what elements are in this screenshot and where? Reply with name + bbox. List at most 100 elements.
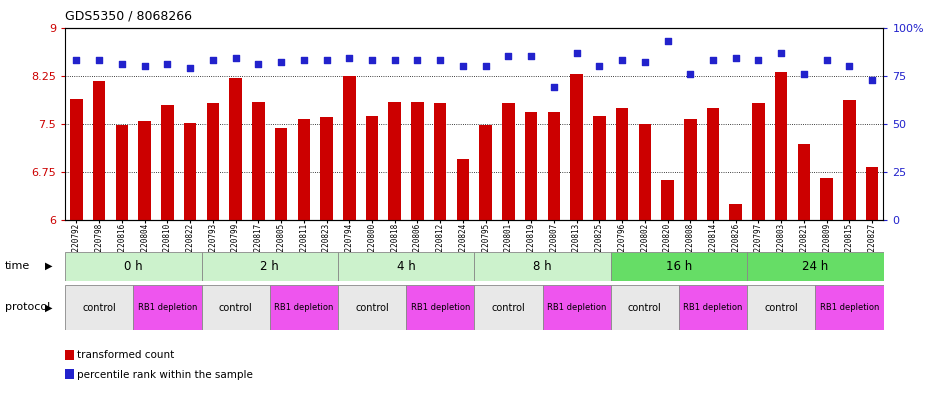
- Point: [228, 55, 243, 61]
- Point: [206, 57, 220, 63]
- Bar: [139, 121, 151, 220]
- Point: [660, 38, 675, 44]
- Text: control: control: [492, 303, 525, 312]
- Point: [637, 59, 652, 65]
- Point: [728, 55, 743, 61]
- Bar: [820, 178, 833, 220]
- Bar: [65, 285, 133, 330]
- Bar: [343, 76, 355, 220]
- Point: [114, 61, 129, 67]
- Text: RB1 depletion: RB1 depletion: [547, 303, 606, 312]
- Text: control: control: [219, 303, 252, 312]
- Point: [365, 57, 379, 63]
- Text: protocol: protocol: [5, 302, 50, 312]
- Bar: [115, 125, 128, 220]
- Bar: [479, 125, 492, 220]
- Text: GDS5350 / 8068266: GDS5350 / 8068266: [65, 10, 193, 23]
- Text: ▶: ▶: [45, 261, 52, 271]
- Point: [774, 50, 789, 56]
- Point: [432, 57, 447, 63]
- Bar: [844, 100, 856, 220]
- Point: [69, 57, 84, 63]
- Bar: [320, 118, 333, 220]
- Text: 24 h: 24 h: [803, 260, 829, 273]
- Bar: [611, 252, 747, 281]
- Point: [819, 57, 834, 63]
- Text: RB1 depletion: RB1 depletion: [138, 303, 197, 312]
- Bar: [93, 81, 105, 220]
- Bar: [752, 103, 764, 220]
- Bar: [206, 103, 219, 220]
- Point: [478, 63, 493, 69]
- Point: [138, 63, 153, 69]
- Bar: [365, 116, 379, 220]
- Bar: [729, 204, 742, 220]
- Bar: [474, 252, 611, 281]
- Bar: [389, 102, 401, 220]
- Bar: [593, 116, 605, 220]
- Bar: [434, 103, 446, 220]
- Bar: [252, 102, 264, 220]
- Point: [182, 65, 197, 71]
- Text: 0 h: 0 h: [124, 260, 142, 273]
- Point: [410, 57, 425, 63]
- Text: control: control: [355, 303, 389, 312]
- Bar: [274, 128, 287, 220]
- Bar: [816, 285, 884, 330]
- Bar: [502, 103, 514, 220]
- Bar: [65, 252, 202, 281]
- Bar: [270, 285, 338, 330]
- Text: time: time: [5, 261, 30, 271]
- Bar: [679, 285, 747, 330]
- Text: ▶: ▶: [45, 302, 52, 312]
- Point: [865, 76, 880, 83]
- Point: [456, 63, 471, 69]
- Text: RB1 depletion: RB1 depletion: [274, 303, 334, 312]
- Bar: [338, 285, 406, 330]
- Bar: [866, 167, 878, 220]
- Text: RB1 depletion: RB1 depletion: [819, 303, 879, 312]
- Point: [319, 57, 334, 63]
- Bar: [639, 124, 651, 220]
- Point: [251, 61, 266, 67]
- Bar: [202, 285, 270, 330]
- Bar: [457, 159, 469, 220]
- Point: [547, 84, 562, 90]
- Bar: [798, 144, 810, 220]
- Point: [751, 57, 766, 63]
- Bar: [184, 123, 196, 220]
- Point: [297, 57, 312, 63]
- Bar: [298, 119, 310, 220]
- Point: [683, 71, 698, 77]
- Bar: [548, 112, 560, 220]
- Point: [342, 55, 357, 61]
- Bar: [474, 285, 542, 330]
- Text: control: control: [628, 303, 661, 312]
- Point: [524, 53, 538, 59]
- Bar: [338, 252, 474, 281]
- Text: 2 h: 2 h: [260, 260, 279, 273]
- Bar: [525, 112, 538, 220]
- Bar: [707, 108, 719, 220]
- Text: transformed count: transformed count: [77, 350, 175, 360]
- Point: [501, 53, 516, 59]
- Bar: [747, 285, 816, 330]
- Point: [591, 63, 606, 69]
- Bar: [161, 105, 174, 220]
- Text: control: control: [764, 303, 798, 312]
- Point: [92, 57, 107, 63]
- Bar: [202, 252, 338, 281]
- Text: percentile rank within the sample: percentile rank within the sample: [77, 369, 253, 380]
- Point: [706, 57, 721, 63]
- Bar: [616, 108, 629, 220]
- Point: [796, 71, 811, 77]
- Bar: [570, 74, 583, 220]
- Bar: [411, 102, 424, 220]
- Bar: [661, 180, 673, 220]
- Bar: [684, 119, 697, 220]
- Bar: [542, 285, 611, 330]
- Bar: [747, 252, 884, 281]
- Text: 8 h: 8 h: [533, 260, 551, 273]
- Text: 16 h: 16 h: [666, 260, 692, 273]
- Bar: [230, 77, 242, 220]
